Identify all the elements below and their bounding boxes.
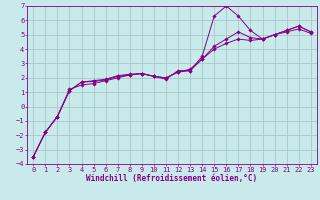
X-axis label: Windchill (Refroidissement éolien,°C): Windchill (Refroidissement éolien,°C) <box>86 174 258 183</box>
